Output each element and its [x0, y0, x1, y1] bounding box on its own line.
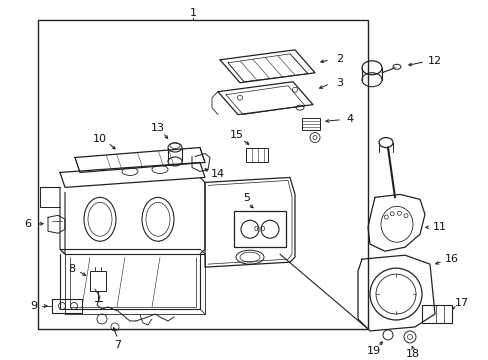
Bar	[52, 299, 82, 313]
Bar	[421, 305, 451, 323]
Text: 0 0: 0 0	[254, 226, 265, 232]
Text: 13: 13	[151, 123, 164, 132]
Text: 14: 14	[210, 170, 224, 179]
Bar	[302, 118, 319, 130]
Bar	[90, 271, 106, 291]
Text: 5: 5	[243, 193, 250, 203]
Text: 12: 12	[427, 56, 441, 66]
Text: 9: 9	[30, 301, 38, 311]
Bar	[38, 20, 367, 329]
Text: 10: 10	[93, 134, 107, 144]
Text: 19: 19	[366, 346, 380, 356]
Text: 8: 8	[68, 264, 76, 274]
Bar	[245, 148, 267, 162]
Text: 18: 18	[405, 349, 419, 359]
Bar	[234, 211, 285, 247]
Text: 11: 11	[432, 222, 446, 232]
Text: 1: 1	[189, 8, 196, 18]
Text: 3: 3	[336, 78, 343, 88]
Text: 4: 4	[346, 114, 353, 123]
Text: 6: 6	[24, 219, 31, 229]
Text: 15: 15	[229, 130, 244, 140]
Text: 17: 17	[454, 298, 468, 308]
Text: 2: 2	[336, 54, 343, 64]
Text: 7: 7	[114, 340, 122, 350]
Text: 16: 16	[444, 254, 458, 264]
